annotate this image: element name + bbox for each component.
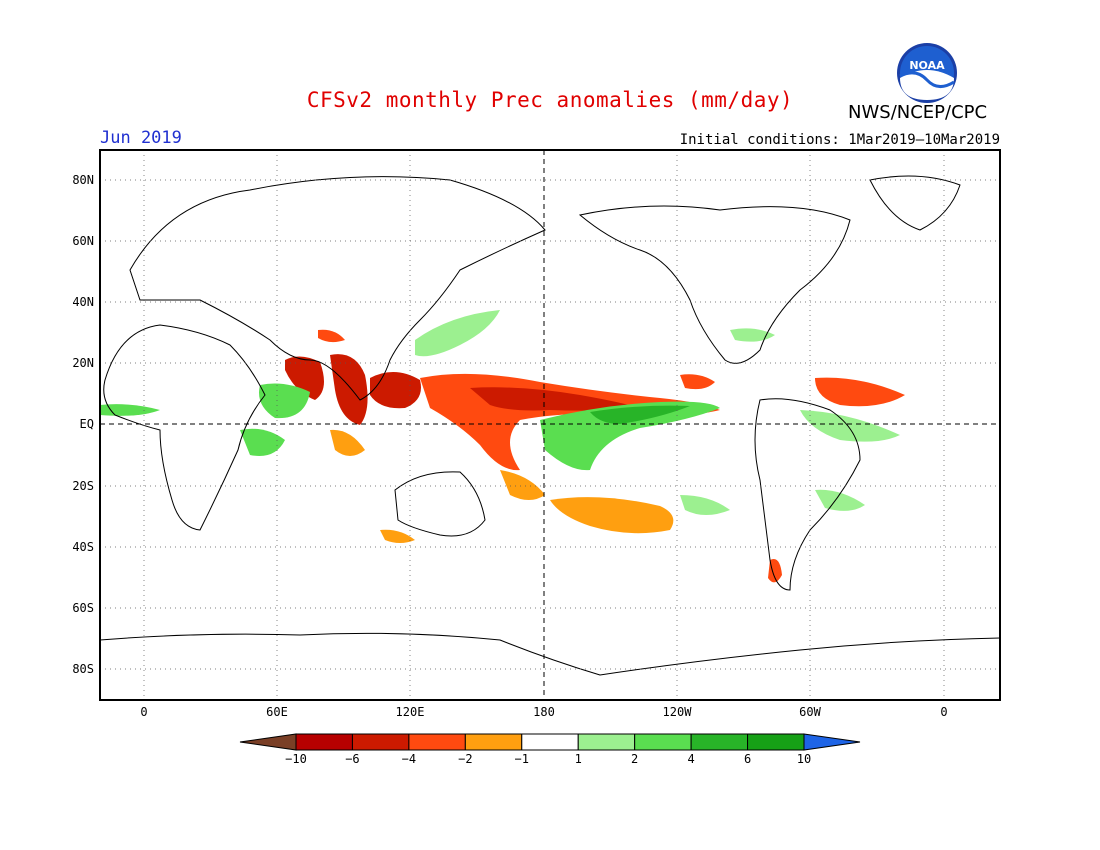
wet-anomaly-africa-w bbox=[100, 404, 160, 416]
initial-conditions: Initial conditions: 1Mar2019–10Mar2019 bbox=[680, 132, 1000, 148]
colorbar-box bbox=[747, 733, 805, 751]
colorbar-arrow-low bbox=[239, 733, 297, 751]
wet-anomaly-atlantic-eq bbox=[800, 410, 900, 442]
initial-conditions-label: Initial conditions: bbox=[679, 132, 840, 148]
wet-anomaly-arabian bbox=[259, 383, 310, 419]
colorbar-arrow-high bbox=[803, 733, 861, 751]
coastline-layer bbox=[99, 175, 1001, 676]
colorbar-label: 6 bbox=[744, 752, 751, 766]
lat-label: 60S bbox=[72, 601, 94, 615]
wet-anomaly-w-pacific bbox=[415, 310, 500, 357]
lat-label: 80S bbox=[72, 662, 94, 676]
lat-label: 60N bbox=[72, 234, 94, 248]
initial-conditions-value: 1Mar2019–10Mar2019 bbox=[848, 132, 1000, 148]
coastline-eurasia bbox=[129, 176, 546, 401]
lat-label: 40S bbox=[72, 540, 94, 554]
coastline-greenland bbox=[869, 175, 961, 231]
wet-anomaly-s-pacific bbox=[680, 495, 730, 515]
wet-anomaly-eq-pacific-core bbox=[590, 405, 690, 424]
colorbar-label: −4 bbox=[402, 752, 416, 766]
dry-anomaly-n-pacific bbox=[318, 329, 345, 343]
colorbar-box bbox=[351, 733, 410, 751]
colorbar: −10 −6 −4 −2 −1 1 2 4 6 10 bbox=[239, 733, 861, 766]
lat-labels: 80N 60N 40N 20N EQ 20S 40S 60S 80S bbox=[72, 173, 94, 676]
lat-label: 20N bbox=[72, 356, 94, 370]
lon-label: 120W bbox=[663, 705, 693, 719]
colorbar-box bbox=[295, 733, 353, 751]
map-frame bbox=[99, 149, 1001, 701]
lon-label: 60W bbox=[799, 705, 821, 719]
dry-anomaly-sea bbox=[370, 371, 421, 409]
colorbar-label: 4 bbox=[687, 752, 694, 766]
gridlines bbox=[100, 150, 1000, 700]
logo-text: NOAA bbox=[909, 59, 945, 72]
lon-label: 0 bbox=[140, 705, 147, 719]
noaa-logo-icon: NOAA bbox=[897, 43, 957, 103]
dry-anomaly-south-pacific bbox=[550, 497, 674, 534]
colorbar-label: −10 bbox=[285, 752, 307, 766]
lon-labels: 0 60E 120E 180 120W 60W 0 bbox=[140, 705, 947, 719]
forecast-month: Jun 2019 bbox=[100, 128, 182, 148]
dry-anomaly-atlantic bbox=[815, 377, 905, 407]
coastline-south-america bbox=[754, 398, 861, 591]
lon-label: 180 bbox=[533, 705, 555, 719]
dry-anomaly-south-pacific-2 bbox=[500, 470, 545, 500]
dry-anomaly-indian bbox=[285, 356, 324, 400]
map-title: CFSv2 monthly Prec anomalies (mm/day) bbox=[306, 88, 794, 112]
wet-anomaly-s-atlantic bbox=[815, 489, 865, 511]
wet-anomaly-central-america bbox=[730, 328, 775, 342]
anomaly-layer bbox=[100, 310, 905, 583]
colorbar-box bbox=[634, 733, 692, 751]
colorbar-label: 2 bbox=[631, 752, 638, 766]
colorbar-box bbox=[408, 733, 466, 751]
org-label: NWS/NCEP/CPC bbox=[848, 102, 988, 123]
dry-anomaly-australia-s bbox=[380, 529, 415, 543]
lat-label: 20S bbox=[72, 479, 94, 493]
colorbar-box bbox=[521, 733, 579, 751]
coastline-north-america bbox=[578, 205, 851, 364]
wet-anomaly-eq-pacific bbox=[540, 401, 720, 471]
colorbar-label: −1 bbox=[515, 752, 529, 766]
colorbar-box bbox=[464, 733, 523, 751]
coastline-australia bbox=[394, 471, 486, 537]
wet-anomaly-indian-ocean bbox=[240, 428, 285, 456]
dry-anomaly-pacific-core bbox=[470, 387, 640, 411]
lon-label: 60E bbox=[266, 705, 288, 719]
colorbar-box bbox=[577, 733, 636, 751]
lat-label: 40N bbox=[72, 295, 94, 309]
colorbar-label: 1 bbox=[575, 752, 582, 766]
lon-label: 120E bbox=[396, 705, 425, 719]
dry-anomaly-se-asia bbox=[330, 429, 365, 456]
dry-anomaly-south-america bbox=[768, 559, 782, 583]
colorbar-label: 10 bbox=[797, 752, 811, 766]
dry-anomaly-caribbean bbox=[680, 374, 715, 390]
lat-label: EQ bbox=[80, 417, 94, 431]
colorbar-box bbox=[690, 733, 749, 751]
dry-anomaly-bay bbox=[330, 354, 368, 425]
colorbar-label: −2 bbox=[458, 752, 472, 766]
lon-label: 0 bbox=[940, 705, 947, 719]
colorbar-label: −6 bbox=[345, 752, 359, 766]
lat-label: 80N bbox=[72, 173, 94, 187]
coastline-antarctica bbox=[99, 632, 1001, 676]
